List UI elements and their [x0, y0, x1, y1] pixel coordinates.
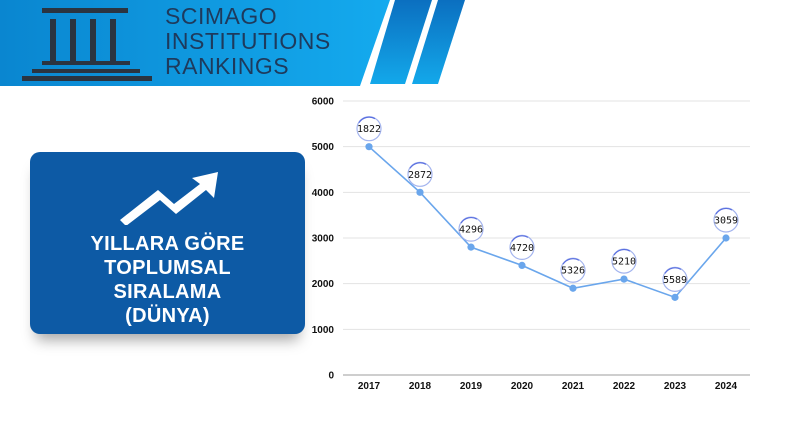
- brand-name: SCIMAGO INSTITUTIONS RANKINGS: [165, 4, 331, 79]
- data-label: 1822: [357, 124, 381, 135]
- card-title-line: SIRALAMA: [113, 281, 222, 303]
- y-tick-label: 5000: [312, 142, 335, 153]
- data-point: [467, 243, 475, 251]
- data-label-bubble-arc: [664, 267, 682, 274]
- institution-columns-icon: [22, 8, 152, 81]
- trend-up-arrow-icon: [120, 172, 218, 225]
- data-label: 2872: [408, 170, 432, 181]
- data-label-bubble-arc: [613, 248, 631, 256]
- data-label: 5589: [663, 275, 687, 286]
- brand-line: RANKINGS: [165, 53, 290, 79]
- data-point: [671, 293, 679, 301]
- banner-stripe: [412, 0, 465, 84]
- data-point: [569, 284, 577, 292]
- header-banner: SCIMAGO INSTITUTIONS RANKINGS: [0, 0, 800, 86]
- data-label-bubble-arc: [409, 162, 427, 169]
- y-tick-label: 3000: [312, 234, 335, 245]
- x-tick-label: 2024: [715, 381, 738, 392]
- data-point: [620, 275, 628, 283]
- data-label: 5326: [561, 266, 585, 277]
- x-tick-label: 2017: [358, 381, 381, 392]
- data-label-bubble-arc: [460, 217, 478, 224]
- x-tick-label: 2020: [511, 381, 534, 392]
- series-line: [368, 146, 727, 299]
- y-tick-label: 6000: [312, 97, 335, 108]
- data-label-bubble-arc: [562, 258, 580, 265]
- data-label: 4720: [510, 243, 534, 254]
- data-label-bubble-arc: [511, 235, 529, 242]
- y-tick-label: 0: [328, 371, 334, 382]
- card-title-line: TOPLUMSAL: [104, 257, 231, 279]
- data-label-bubble-arc: [715, 207, 733, 215]
- card-title: YILLARA GÖRE TOPLUMSAL SIRALAMA (DÜNYA): [30, 232, 305, 328]
- data-point: [416, 188, 424, 196]
- data-point: [722, 234, 730, 242]
- data-point: [365, 143, 373, 151]
- data-label: 3059: [714, 216, 738, 227]
- x-tick-label: 2018: [409, 381, 432, 392]
- card-title-line: YILLARA GÖRE: [90, 233, 245, 255]
- brand-line: INSTITUTIONS: [165, 28, 331, 54]
- brand-line: SCIMAGO: [165, 3, 278, 29]
- y-tick-label: 2000: [312, 279, 335, 290]
- y-tick-label: 4000: [312, 188, 335, 199]
- y-tick-label: 1000: [312, 325, 335, 336]
- x-tick-label: 2022: [613, 381, 636, 392]
- data-label: 4296: [459, 225, 483, 236]
- data-point: [518, 261, 526, 269]
- banner-stripe: [370, 0, 432, 84]
- title-card: YILLARA GÖRE TOPLUMSAL SIRALAMA (DÜNYA): [30, 152, 305, 334]
- x-tick-label: 2023: [664, 381, 687, 392]
- x-tick-label: 2019: [460, 381, 483, 392]
- data-label: 5210: [612, 257, 636, 268]
- card-title-line: (DÜNYA): [125, 305, 210, 327]
- data-label-bubble-arc: [358, 116, 376, 124]
- x-tick-label: 2021: [562, 381, 585, 392]
